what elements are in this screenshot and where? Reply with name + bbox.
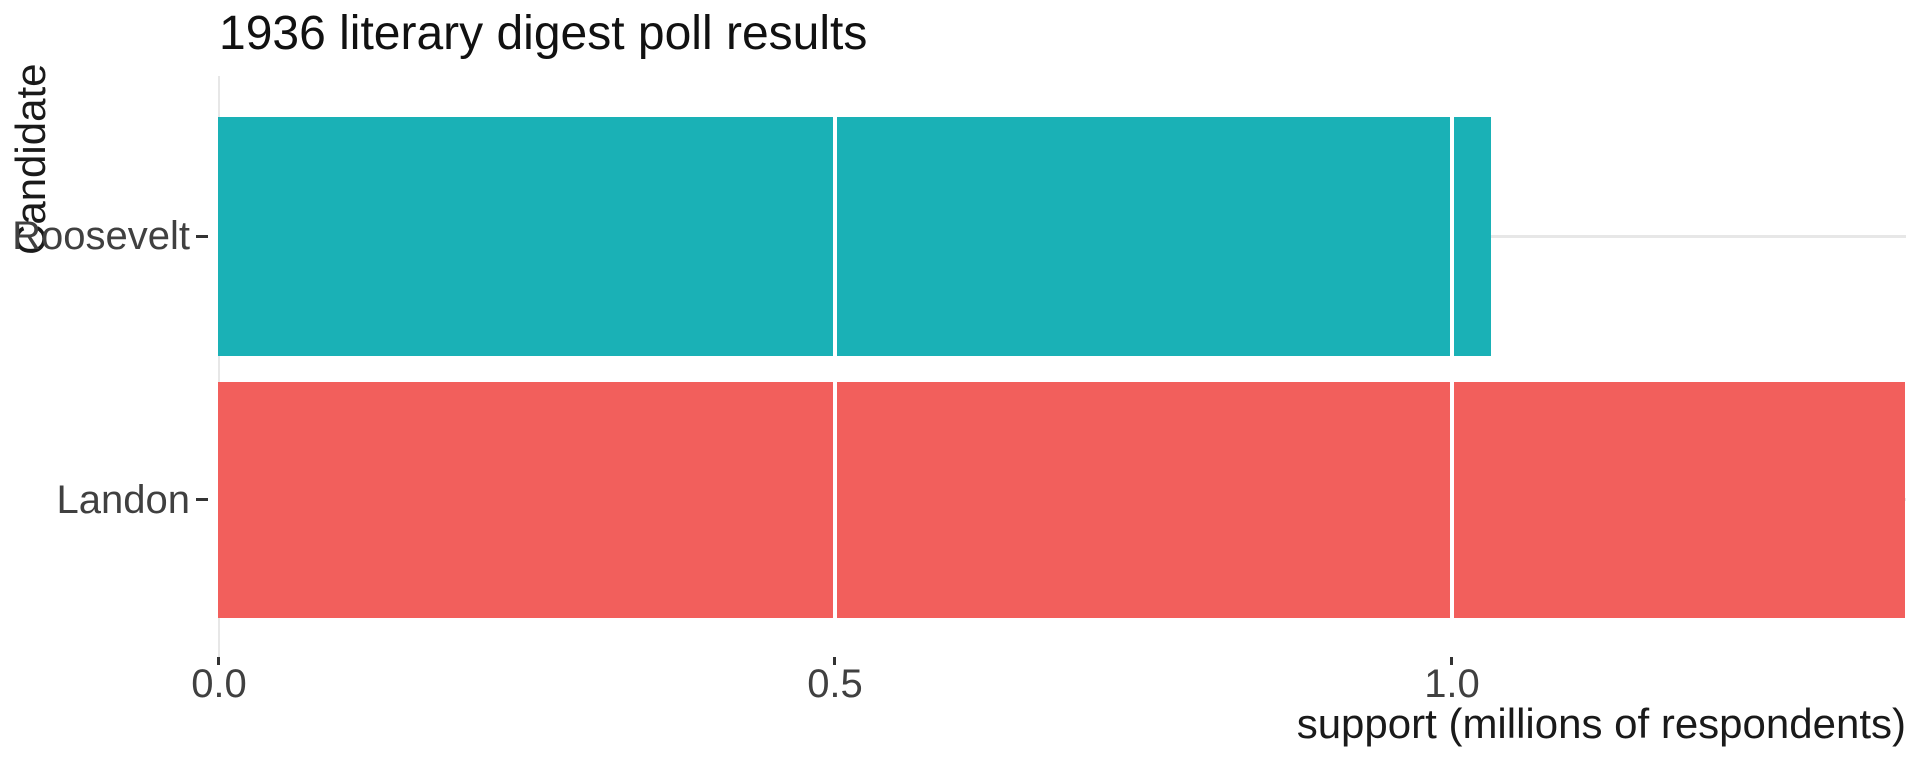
white-gridline-1point0-over-landon-bar [1450,382,1454,618]
x-axis-tick-1 [833,657,836,665]
bar-roosevelt [218,117,1491,356]
y-tick-label-landon: Landon [56,478,190,522]
y-axis-tick-roosevelt [196,235,208,238]
x-tick-label-2: 1.0 [1424,662,1480,706]
chart-title: 1936 literary digest poll results [219,7,868,60]
gridline-x-0 [218,76,220,660]
white-gridline-1point0-over-roosevelt-bar [1450,117,1454,356]
bar-landon [218,382,1905,618]
x-axis-tick-2 [1450,657,1453,665]
x-tick-label-0: 0.0 [191,662,247,706]
y-tick-label-roosevelt: Roosevelt [12,214,190,258]
white-gridline-0point5-over-roosevelt-bar [833,117,837,356]
white-gridline-0point5-over-landon-bar [833,382,837,618]
x-axis-tick-0 [217,657,220,665]
x-axis-title: support (millions of respondents) [1296,700,1906,747]
x-tick-label-1: 0.5 [807,662,863,706]
plot-panel [218,76,1906,660]
y-axis-tick-landon [196,498,208,501]
